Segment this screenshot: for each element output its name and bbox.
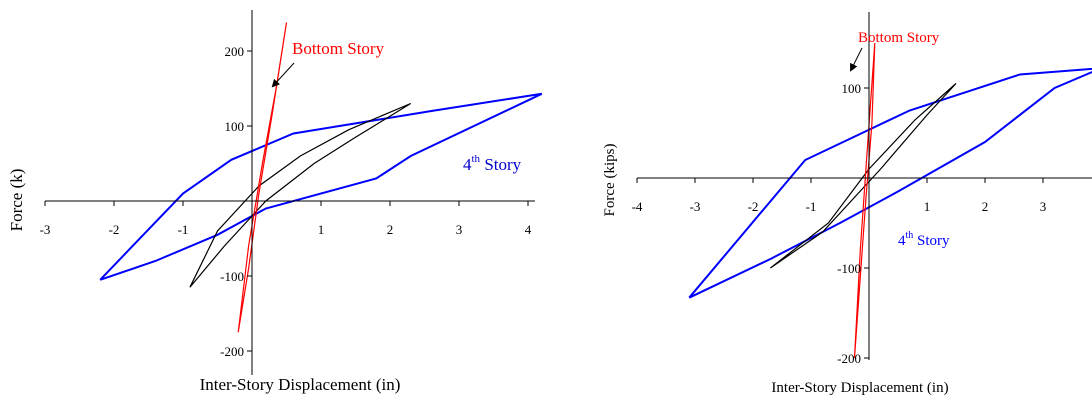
right-x-tick-label: -4 bbox=[632, 199, 643, 214]
right-bottom-story-arrow bbox=[850, 47, 863, 72]
right-series-curves bbox=[688, 42, 1092, 359]
left-x-axis-title: Inter-Story Displacement (in) bbox=[200, 375, 401, 394]
left-bottom-story-arrow bbox=[271, 62, 295, 88]
right-y-axis-title: Force (kips) bbox=[602, 144, 618, 217]
right-x-tick-label: -1 bbox=[806, 199, 817, 214]
left-hysteresis-chart: -3 -2 -1 1 2 3 4 -200 -100 100 200 Inter-Story Dis… bbox=[7, 10, 543, 394]
left-series-curve bbox=[189, 102, 412, 288]
left-y-tick-label: 200 bbox=[225, 44, 245, 59]
left-axes bbox=[44, 10, 535, 375]
left-y-tick-label: -100 bbox=[220, 269, 244, 284]
left-bottom-story-label: Bottom Story bbox=[292, 39, 385, 58]
left-x-tick-label: 1 bbox=[318, 222, 325, 237]
left-x-tick-label: -2 bbox=[109, 222, 120, 237]
left-series-curve bbox=[99, 92, 543, 281]
right-x-tick-label: 1 bbox=[924, 199, 931, 214]
left-series-curves bbox=[99, 22, 543, 333]
right-y-tick-label: -100 bbox=[837, 261, 861, 276]
left-x-tick-label: 3 bbox=[456, 222, 463, 237]
left-x-tick-label: 4 bbox=[525, 222, 532, 237]
right-y-tick-label: -200 bbox=[837, 351, 861, 366]
left-tick-labels: -3 -2 -1 1 2 3 4 -200 -100 100 200 bbox=[40, 44, 532, 359]
right-x-tick-label: -2 bbox=[748, 199, 759, 214]
left-x-tick-label: -3 bbox=[40, 222, 51, 237]
right-axes bbox=[636, 12, 1092, 360]
left-y-axis-title: Force (k) bbox=[7, 169, 26, 232]
right-y-tick-label: 100 bbox=[842, 81, 862, 96]
right-series-curve bbox=[688, 67, 1092, 299]
left-x-tick-label: -1 bbox=[178, 222, 189, 237]
left-series-curve bbox=[237, 22, 288, 333]
left-x-tick-label: 2 bbox=[387, 222, 394, 237]
left-y-tick-label: 100 bbox=[225, 119, 245, 134]
right-series-curve bbox=[853, 42, 876, 359]
right-series-curve bbox=[770, 83, 957, 269]
right-bottom-story-label: Bottom Story bbox=[858, 30, 940, 46]
right-x-tick-label: 3 bbox=[1040, 199, 1047, 214]
right-x-axis-title: Inter-Story Displacement (in) bbox=[771, 380, 948, 396]
right-x-tick-label: 2 bbox=[982, 199, 989, 214]
right-fourth-story-label: 4th Story bbox=[898, 230, 950, 249]
right-x-tick-label: -3 bbox=[690, 199, 701, 214]
left-y-tick-label: -200 bbox=[220, 344, 244, 359]
left-fourth-story-label: 4th Story bbox=[463, 153, 522, 174]
